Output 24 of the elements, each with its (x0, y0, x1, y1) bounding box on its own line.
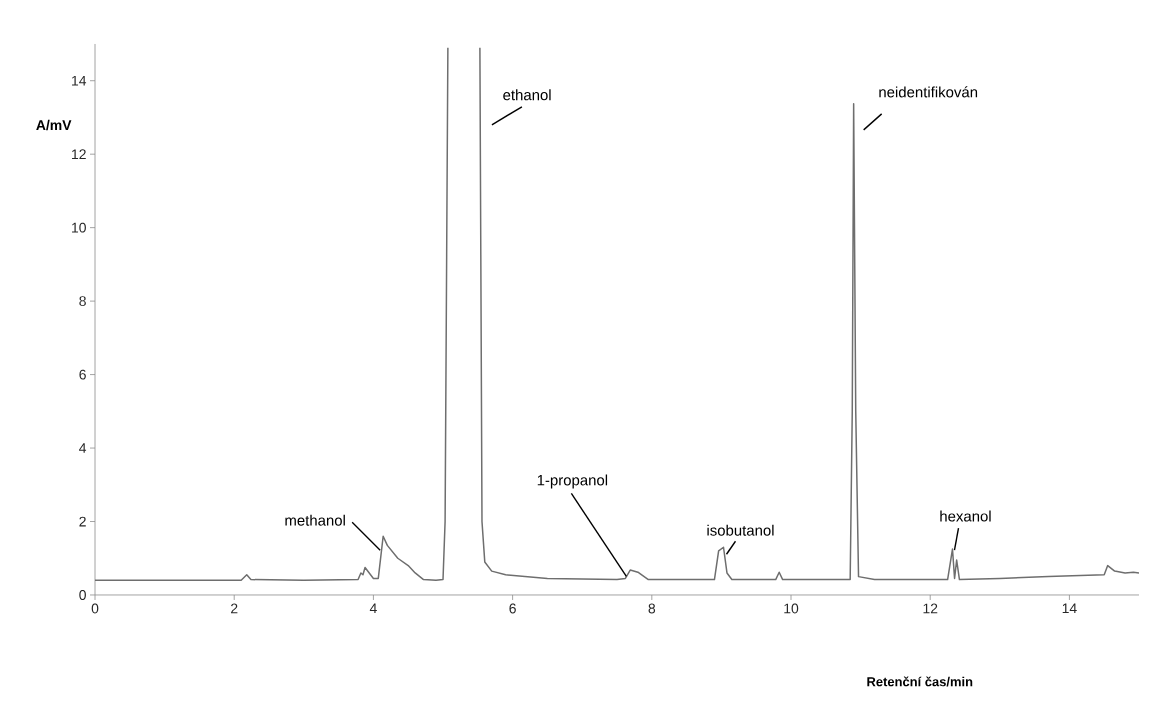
y-tick-label: 12 (72, 149, 86, 160)
y-tick-label: 0 (79, 590, 86, 600)
y-tick-label: 6 (79, 369, 86, 380)
annotation: ethanol (503, 89, 551, 101)
y-tick-label: 14 (72, 75, 87, 86)
x-tick-label: 8 (648, 603, 656, 614)
annotation: methanol (285, 514, 345, 526)
x-tick-label: 10 (784, 603, 799, 614)
y-tick-label: 8 (79, 296, 86, 307)
annotation: hexanol (940, 510, 991, 522)
annotation: 1-propanol (537, 474, 608, 489)
x-tick-label: 4 (369, 603, 377, 614)
x-tick-label: 14 (1062, 603, 1077, 614)
y-tick-label: 4 (79, 443, 87, 453)
annotation: neidentifikován (879, 86, 978, 98)
x-tick-label: 6 (509, 603, 516, 614)
x-axis-title: Retenční čas/min (867, 676, 973, 687)
y-tick-label: 2 (79, 516, 86, 527)
y-tick-label: 10 (72, 222, 86, 233)
x-tick-label: 2 (231, 603, 238, 614)
x-tick-label: 12 (923, 603, 938, 614)
x-tick-label: 0 (91, 603, 99, 614)
y-axis-title: A/mV (36, 119, 72, 131)
annotation: isobutanol (707, 524, 774, 536)
